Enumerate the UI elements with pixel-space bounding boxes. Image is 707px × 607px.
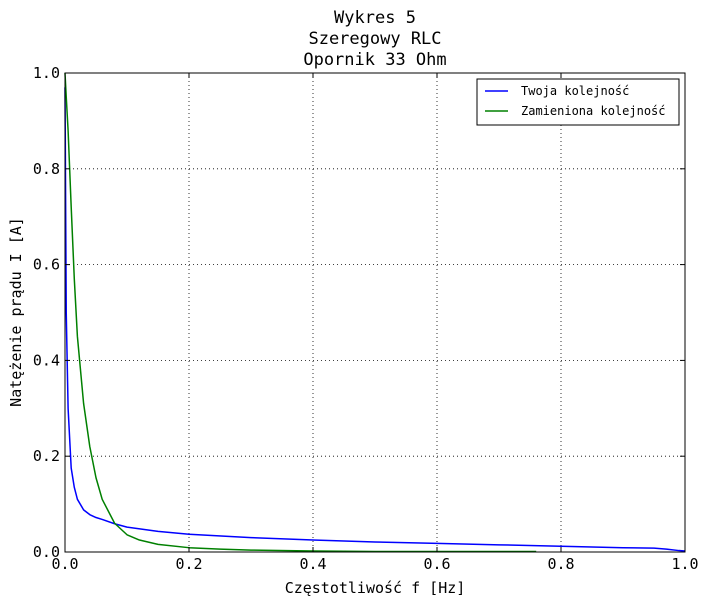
series-lines xyxy=(64,72,686,553)
title-line-3: Opornik 33 Ohm xyxy=(303,50,446,70)
x-tick-label: 0.0 xyxy=(51,555,78,573)
chart-title: Wykres 5 Szeregowy RLC Opornik 33 Ohm xyxy=(303,8,446,70)
x-axis-label: Częstotliwość f [Hz] xyxy=(285,579,466,597)
y-tick-label: 0.0 xyxy=(33,543,60,561)
series-line-zamieniona xyxy=(64,72,537,553)
y-tick-label: 0.6 xyxy=(33,256,60,274)
legend-label-twoja: Twoja kolejność xyxy=(521,84,629,98)
y-tick-label: 1.0 xyxy=(33,64,60,82)
series-line-twoja xyxy=(64,87,686,552)
legend-box xyxy=(476,78,680,126)
title-line-1: Wykres 5 xyxy=(334,8,416,28)
tick-labels: 0.0 0.2 0.4 0.6 0.8 1.0 0.0 0.2 0.4 0.6 0.8 1.0 xyxy=(33,64,699,573)
grid xyxy=(65,73,685,552)
y-tick-label: 0.4 xyxy=(33,351,60,369)
x-tick-label: 0.4 xyxy=(299,555,326,573)
legend-label-zamieniona: Zamieniona kolejność xyxy=(521,104,666,118)
legend: Twoja kolejność Zamieniona kolejność xyxy=(476,78,680,126)
x-tick-label: 1.0 xyxy=(671,555,698,573)
y-tick-label: 0.2 xyxy=(33,447,60,465)
x-tick-label: 0.8 xyxy=(547,555,574,573)
y-axis-label: Natężenie prądu I [A] xyxy=(7,217,25,407)
x-tick-label: 0.6 xyxy=(423,555,450,573)
title-line-2: Szeregowy RLC xyxy=(308,29,441,49)
plot-area-frame xyxy=(64,72,686,553)
x-tick-label: 0.2 xyxy=(175,555,202,573)
axis-ticks xyxy=(64,72,686,553)
y-tick-label: 0.8 xyxy=(33,160,60,178)
